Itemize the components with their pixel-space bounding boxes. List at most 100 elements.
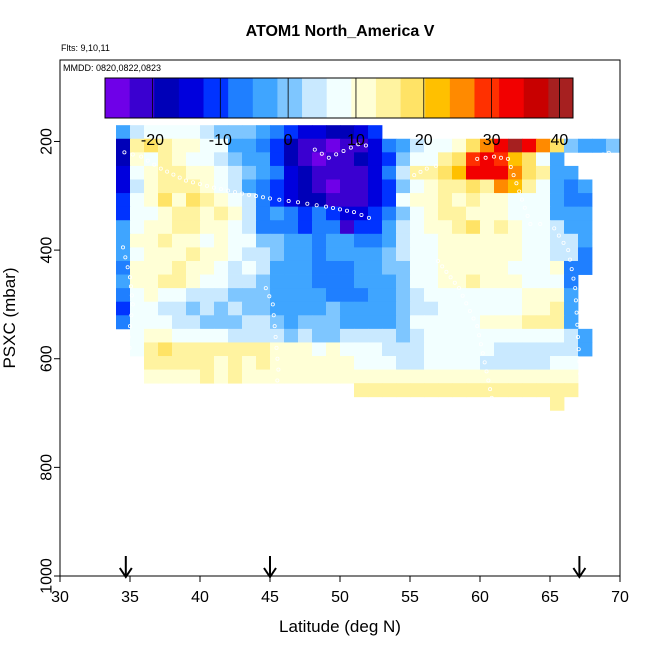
heatmap-cell [270, 193, 285, 208]
heatmap-cell [382, 328, 397, 343]
heatmap-cell [494, 288, 509, 303]
heatmap-cell [116, 125, 131, 140]
heatmap-cell [186, 328, 201, 343]
heatmap-cell [186, 288, 201, 303]
heatmap-cell [256, 125, 271, 140]
heatmap-cell [144, 288, 159, 303]
observation-point [424, 166, 429, 171]
heatmap-cell [396, 233, 411, 248]
heatmap-cell [186, 152, 201, 167]
heatmap-cell [298, 274, 313, 289]
heatmap-cell [214, 328, 229, 343]
observation-point [566, 248, 571, 253]
heatmap-cell [438, 356, 453, 370]
heatmap-cell [368, 193, 383, 208]
heatmap-cell [424, 356, 439, 370]
heatmap-cell [130, 260, 145, 275]
heatmap-cell [522, 315, 537, 330]
heatmap-cell [550, 342, 565, 357]
heatmap-cell [130, 328, 145, 343]
heatmap-cell [340, 369, 355, 384]
x-tick-label: 65 [541, 589, 559, 606]
heatmap-cell [536, 383, 551, 398]
y-tick-label: 400 [39, 237, 56, 264]
heatmap-cell [340, 125, 355, 140]
heatmap-cell [466, 179, 481, 194]
heatmap-cell [186, 260, 201, 275]
heatmap-cell [354, 315, 369, 330]
observation-point [232, 190, 237, 195]
colorbar-swatch [252, 78, 278, 118]
heatmap-cell [340, 179, 355, 194]
heatmap-cell [536, 369, 551, 384]
heatmap-cell [130, 220, 145, 235]
observation-point [480, 351, 485, 356]
heatmap-cell [424, 383, 439, 398]
y-tick-label: 600 [39, 345, 56, 372]
y-axis-label: PSXC (mbar) [0, 267, 19, 368]
heatmap-cell [116, 193, 131, 208]
heatmap-cell [438, 233, 453, 248]
heatmap-cell [228, 193, 243, 208]
heatmap-cell [438, 369, 453, 384]
heatmap-cell [466, 288, 481, 303]
heatmap-cell [396, 369, 411, 384]
heatmap-cell [550, 301, 565, 316]
x-tick-label: 50 [331, 589, 349, 606]
heatmap-cell [494, 369, 509, 384]
observation-point [452, 280, 457, 285]
heatmap-cell [298, 328, 313, 343]
heatmap-cell [508, 193, 523, 208]
colorbar-swatch [474, 78, 500, 118]
observation-point [271, 313, 276, 318]
heatmap-cell [354, 260, 369, 275]
observation-point [177, 175, 182, 180]
heatmap-cell [480, 328, 495, 343]
heatmap-cell [438, 165, 453, 180]
heatmap-cell [116, 206, 131, 221]
heatmap-cell [284, 220, 299, 235]
flights-subtitle: Flts: 9,10,11 [61, 43, 110, 53]
observation-point [520, 197, 525, 202]
heatmap-cell [522, 247, 537, 262]
observation-point [491, 404, 496, 409]
heatmap-cell [242, 260, 257, 275]
observation-point [578, 383, 583, 388]
heatmap-cell [284, 369, 299, 384]
x-tick-label: 45 [261, 589, 279, 606]
heatmap-cell [256, 179, 271, 194]
heatmap-cell [438, 179, 453, 194]
heatmap-cell [424, 274, 439, 289]
observation-point [131, 389, 136, 394]
y-axis: 200 400 600 800 1000 [39, 128, 60, 594]
observation-point [575, 322, 580, 327]
heatmap-cell [410, 315, 425, 330]
heatmap-cell [494, 193, 509, 208]
heatmap-cell [130, 179, 145, 194]
heatmap-cell [382, 179, 397, 194]
heatmap-cell [368, 369, 383, 384]
heatmap-cell [228, 315, 243, 330]
heatmap-cell [438, 206, 453, 221]
heatmap-cell [522, 328, 537, 343]
heatmap-cell [144, 328, 159, 343]
heatmap-cell [326, 247, 341, 262]
heatmap-cell [522, 138, 537, 153]
heatmap-cell [564, 220, 579, 235]
heatmap-cell [396, 328, 411, 343]
heatmap-cell [480, 220, 495, 235]
heatmap-cell [242, 342, 257, 357]
observation-point [412, 173, 417, 178]
heatmap-cell [382, 369, 397, 384]
heatmap-cell [368, 247, 383, 262]
observation-point [323, 204, 328, 209]
heatmap-cell [354, 165, 369, 180]
heatmap-cell [326, 125, 341, 140]
observation-point [286, 199, 291, 204]
heatmap-cell [494, 301, 509, 316]
heatmap-cell [424, 247, 439, 262]
heatmap-cell [298, 356, 313, 370]
observation-point [276, 367, 281, 372]
observation-point [471, 316, 476, 321]
colorbar-swatch [302, 78, 328, 118]
